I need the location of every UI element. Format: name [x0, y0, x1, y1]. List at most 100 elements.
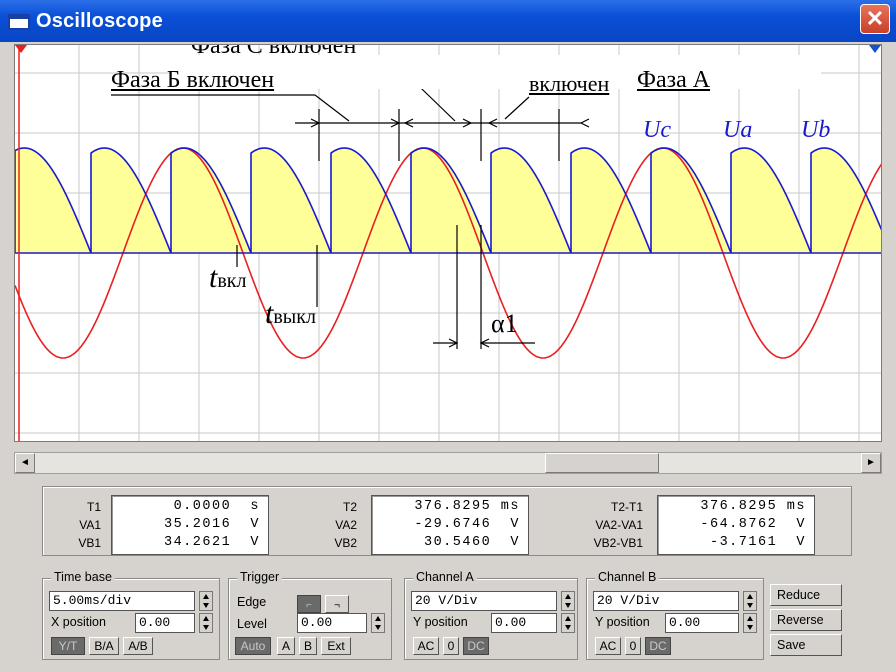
- channel-b-ypos-field[interactable]: 0.00: [665, 613, 739, 633]
- rectified-voltage-trace: [15, 147, 881, 254]
- cursor-readout-panel: T1 VA1 VB1 0.0000 s 35.2016 V 34.2621 V …: [42, 486, 852, 556]
- dvb-label: VB2-VB1: [593, 536, 643, 550]
- dt-label: T2-T1: [610, 500, 643, 514]
- trigger-a-button[interactable]: A: [277, 637, 295, 655]
- channel-b-scale-field[interactable]: 20 V/Div: [593, 591, 739, 611]
- channel-b-dc-button[interactable]: DC: [645, 637, 671, 655]
- channel-a-dc-button[interactable]: DC: [463, 637, 489, 655]
- dimension-arrow: [479, 338, 490, 348]
- phase-voltage-trace: [15, 147, 881, 359]
- dva-value: -64.8762 V: [700, 517, 806, 532]
- series-label-ua: Ua: [723, 117, 753, 143]
- scroll-left-button[interactable]: ◄: [15, 453, 35, 473]
- cursor-2-marker[interactable]: [869, 45, 881, 53]
- dimension-arrow: [487, 118, 498, 128]
- dimension-arrow: [448, 338, 459, 348]
- channel-a-group: Channel A 20 V/Div Y position 0.00 AC 0 …: [404, 570, 578, 660]
- annotation-phase-c: Фаза С включен: [191, 44, 357, 59]
- save-button[interactable]: Save: [770, 634, 842, 656]
- channel-a-ypos-field[interactable]: 0.00: [491, 613, 557, 633]
- level-spinner[interactable]: [371, 613, 385, 633]
- ba-mode-button[interactable]: B/A: [89, 637, 119, 655]
- va2-value: -29.6746 V: [414, 517, 520, 532]
- annotation-t-off: tвыкл: [265, 297, 316, 331]
- xposition-field[interactable]: 0.00: [135, 613, 195, 633]
- annotation-t-on: tвкл: [209, 261, 246, 295]
- channel-b-ypos-label: Y position: [595, 615, 650, 629]
- va2-label: VA2: [335, 518, 357, 532]
- channel-a-zero-button[interactable]: 0: [443, 637, 459, 655]
- dimension-arrow: [579, 118, 590, 128]
- channel-a-scale-field[interactable]: 20 V/Div: [411, 591, 557, 611]
- channel-a-scale-spinner[interactable]: [561, 591, 575, 611]
- reduce-button[interactable]: Reduce: [770, 584, 842, 606]
- timebase-spinner[interactable]: [199, 591, 213, 611]
- trigger-title: Trigger: [237, 570, 283, 584]
- timebase-group: Time base 5.00ms/div X position 0.00 Y/T…: [42, 570, 220, 660]
- xposition-label: X position: [51, 615, 106, 629]
- trigger-auto-button[interactable]: Auto: [235, 637, 271, 655]
- vb2-label: VB2: [334, 536, 357, 550]
- channel-a-ypos-label: Y position: [413, 615, 468, 629]
- dimension-arrow: [403, 118, 414, 128]
- leader-line: [504, 96, 530, 120]
- annotation-lines: [111, 62, 590, 349]
- vb1-label: VB1: [78, 536, 101, 550]
- vb1-value: 34.2621 V: [163, 535, 260, 550]
- annotation-phase-a-word: включен: [529, 71, 610, 96]
- cursor1-values-box: 0.0000 s 35.2016 V 34.2621 V: [111, 495, 269, 555]
- t-on-symbol: t: [209, 261, 218, 294]
- va1-label: VA1: [79, 518, 101, 532]
- title-bar[interactable]: Oscilloscope ✕: [0, 0, 896, 42]
- cursor2-values-box: 376.8295 ms -29.6746 V 30.5460 V: [371, 495, 529, 555]
- horizontal-scrollbar[interactable]: ◄ ►: [14, 452, 882, 474]
- channel-b-ypos-spinner[interactable]: [743, 613, 757, 633]
- scroll-thumb[interactable]: [545, 453, 659, 473]
- cursor-1-marker[interactable]: [15, 45, 27, 53]
- channel-b-title: Channel B: [595, 570, 660, 584]
- reverse-button[interactable]: Reverse: [770, 609, 842, 631]
- oscilloscope-screen: Фаза С включен Фаза Б включен включен Фа…: [14, 44, 882, 442]
- dt-value: 376.8295 ms: [700, 499, 806, 514]
- window-title: Oscilloscope: [36, 10, 163, 32]
- edge-falling-button[interactable]: ¬: [325, 595, 349, 613]
- t2-value: 376.8295 ms: [414, 499, 520, 514]
- close-button[interactable]: ✕: [860, 4, 890, 34]
- ab-mode-button[interactable]: A/B: [123, 637, 153, 655]
- dimension-arrow: [462, 118, 473, 128]
- series-label-uc: Uc: [643, 117, 671, 143]
- window-icon: [8, 14, 30, 30]
- difference-values-box: 376.8295 ms -64.8762 V -3.7161 V: [657, 495, 815, 555]
- channel-b-ac-button[interactable]: AC: [595, 637, 621, 655]
- edge-rising-button[interactable]: ⌐: [297, 595, 321, 613]
- waveform-plot: [15, 45, 881, 441]
- t-off-subscript: выкл: [273, 306, 316, 328]
- xposition-spinner[interactable]: [199, 613, 213, 633]
- rectified-fill: [15, 148, 881, 253]
- leader-line: [314, 94, 350, 122]
- channel-a-ypos-spinner[interactable]: [561, 613, 575, 633]
- scroll-right-button[interactable]: ►: [861, 453, 881, 473]
- channel-b-zero-button[interactable]: 0: [625, 637, 641, 655]
- trigger-b-button[interactable]: B: [299, 637, 317, 655]
- vb2-value: 30.5460 V: [423, 535, 520, 550]
- t2-label: T2: [342, 500, 357, 514]
- annotation-backdrop: [171, 55, 821, 89]
- annotation-phase-a: Фаза А: [637, 67, 711, 93]
- channel-a-title: Channel A: [413, 570, 477, 584]
- dva-label: VA2-VA1: [595, 518, 643, 532]
- channel-b-scale-spinner[interactable]: [743, 591, 757, 611]
- annotation-alpha: α1: [491, 309, 518, 338]
- yt-mode-button[interactable]: Y/T: [51, 637, 85, 655]
- dvb-value: -3.7161 V: [709, 535, 806, 550]
- trigger-group: Trigger Edge ⌐ ¬ Level 0.00 Auto A B Ext: [228, 570, 392, 660]
- t-on-subscript: вкл: [217, 270, 247, 292]
- timebase-field[interactable]: 5.00ms/div: [49, 591, 195, 611]
- channel-a-ac-button[interactable]: AC: [413, 637, 439, 655]
- trigger-ext-button[interactable]: Ext: [321, 637, 351, 655]
- series-label-ub: Ub: [801, 117, 831, 143]
- level-field[interactable]: 0.00: [297, 613, 367, 633]
- va1-value: 35.2016 V: [163, 517, 260, 532]
- channel-b-group: Channel B 20 V/Div Y position 0.00 AC 0 …: [586, 570, 764, 660]
